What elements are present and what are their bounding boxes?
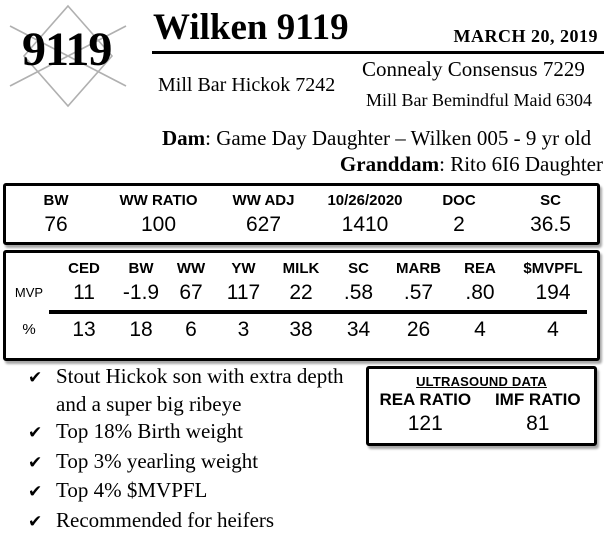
ultrasound-columns: REA RATIO 121 IMF RATIO 81 <box>369 389 594 437</box>
column-header: BW <box>43 192 69 209</box>
epd-value: 194 <box>535 281 571 304</box>
lot-number: 9119 <box>22 23 112 76</box>
title-underline <box>152 51 604 54</box>
brand-diamond-icon <box>9 4 127 108</box>
epd-value: -1.9 <box>122 281 160 304</box>
column-value: 100 <box>140 213 177 236</box>
epd-value: 22 <box>289 281 313 304</box>
ultrasound-col-imf: IMF RATIO 81 <box>482 389 595 437</box>
column-value: 2 <box>453 213 465 236</box>
epd-value: 38 <box>289 318 313 341</box>
page-title: Wilken 9119 <box>153 7 349 48</box>
epd-value: .57 <box>403 281 434 304</box>
performance-col-ww-ratio: WW RATIO 100 <box>106 191 211 242</box>
epd-value: 117 <box>226 281 261 304</box>
performance-col-ww-adj: WW ADJ 627 <box>211 191 316 242</box>
epd-value: 18 <box>129 318 153 341</box>
epd-header: MILK <box>282 260 320 277</box>
epd-row-divider <box>49 310 587 314</box>
column-value: 36.5 <box>530 213 571 236</box>
epd-value: 67 <box>179 281 203 304</box>
epd-header: CED <box>68 260 100 277</box>
granddam-line: Granddam: Rito 6I6 Daughter <box>340 152 603 177</box>
note-text: Stout Hickok son with extra depth and a … <box>56 364 344 416</box>
note-text: Top 3% yearling weight <box>56 448 259 473</box>
column-value: 121 <box>407 412 443 435</box>
epd-header: SC <box>348 260 369 277</box>
epd-value: 4 <box>474 318 486 341</box>
epd-row-label: MVP <box>14 285 44 300</box>
sale-date: MARCH 20, 2019 <box>453 26 598 46</box>
column-value: 1410 <box>341 213 389 236</box>
list-item: ✔ Top 3% yearling weight <box>28 448 360 478</box>
epd-value: 4 <box>547 318 559 341</box>
dam-value: : Game Day Daughter – Wilken 005 - 9 yr … <box>205 126 592 150</box>
column-header: SC <box>540 192 561 209</box>
list-item: ✔ Stout Hickok son with extra depth and … <box>28 363 360 418</box>
sire-sire-name: Connealy Consensus 7229 <box>362 57 585 81</box>
list-item: ✔ Recommended for heifers <box>28 507 360 537</box>
brand-logo: 9119 <box>6 4 134 108</box>
checkmark-icon: ✔ <box>28 368 43 388</box>
epd-header: REA <box>464 260 496 277</box>
column-value: 627 <box>245 213 282 236</box>
dam-line: Dam: Game Day Daughter – Wilken 005 - 9 … <box>162 126 591 151</box>
checkmark-icon: ✔ <box>28 423 43 443</box>
ultrasound-title: ULTRASOUND DATA <box>416 374 547 389</box>
epd-value: .58 <box>343 281 374 304</box>
ultrasound-col-rea: REA RATIO 121 <box>369 389 482 437</box>
performance-col-bw: BW 76 <box>6 191 106 242</box>
epd-header-row: CED BW WW YW MILK SC MARB REA $MVPFL <box>6 260 597 278</box>
performance-col-sc: SC 36.5 <box>504 191 597 242</box>
column-header: DOC <box>442 192 476 209</box>
epd-value: 34 <box>346 318 371 341</box>
note-text: Top 4% $MVPFL <box>56 478 208 502</box>
list-item: ✔ Top 4% $MVPFL <box>28 477 360 507</box>
column-header: IMF RATIO <box>494 390 581 409</box>
checkmark-icon: ✔ <box>28 482 43 502</box>
granddam-label: Granddam <box>339 152 440 176</box>
column-value: 81 <box>526 412 550 435</box>
epd-header: WW <box>176 260 206 277</box>
list-item: ✔ Top 18% Birth weight <box>28 418 360 448</box>
epd-header: BW <box>128 260 154 277</box>
column-header: 10/26/2020 <box>327 192 403 209</box>
epd-header: YW <box>231 260 256 277</box>
column-header: REA RATIO <box>379 390 472 409</box>
epd-header: $MVPFL <box>523 260 583 277</box>
epd-value: 26 <box>406 318 431 341</box>
sire-dam-name: Mill Bar Bemindful Maid 6304 <box>366 90 592 110</box>
performance-col-weigh-date: 10/26/2020 1410 <box>316 191 414 242</box>
column-header: WW ADJ <box>232 192 295 209</box>
epd-value: 6 <box>185 318 197 341</box>
note-text: Recommended for heifers <box>56 507 275 532</box>
ultrasound-box: ULTRASOUND DATA REA RATIO 121 IMF RATIO … <box>366 366 597 446</box>
checkmark-icon: ✔ <box>28 511 43 532</box>
performance-col-doc: DOC 2 <box>414 191 504 242</box>
sire-name: Mill Bar Hickok 7242 <box>158 74 336 96</box>
column-header: WW RATIO <box>119 192 198 209</box>
column-value: 76 <box>44 213 68 236</box>
epd-corner-cell <box>6 260 52 278</box>
epd-table: CED BW WW YW MILK SC MARB REA $MVPFL MVP… <box>3 250 600 361</box>
epd-mvp-row: MVP 11 -1.9 67 117 22 .58 .57 .80 194 <box>6 279 597 306</box>
performance-table: BW 76 WW RATIO 100 WW ADJ 627 10/26/2020… <box>3 183 600 245</box>
notes-list: ✔ Stout Hickok son with extra depth and … <box>28 363 360 536</box>
epd-value: 3 <box>237 318 250 341</box>
epd-value: 13 <box>72 318 96 341</box>
epd-row-label: % <box>22 321 36 338</box>
checkmark-icon: ✔ <box>28 452 43 473</box>
dam-label: Dam <box>162 126 206 150</box>
epd-value: .80 <box>465 281 495 304</box>
epd-percent-row: % 13 18 6 3 38 34 26 4 4 <box>6 316 597 343</box>
note-text: Top 18% Birth weight <box>56 419 243 443</box>
epd-header: MARB <box>396 260 441 277</box>
granddam-value: : Rito 6I6 Daughter <box>439 152 603 176</box>
epd-value: 11 <box>73 281 95 304</box>
